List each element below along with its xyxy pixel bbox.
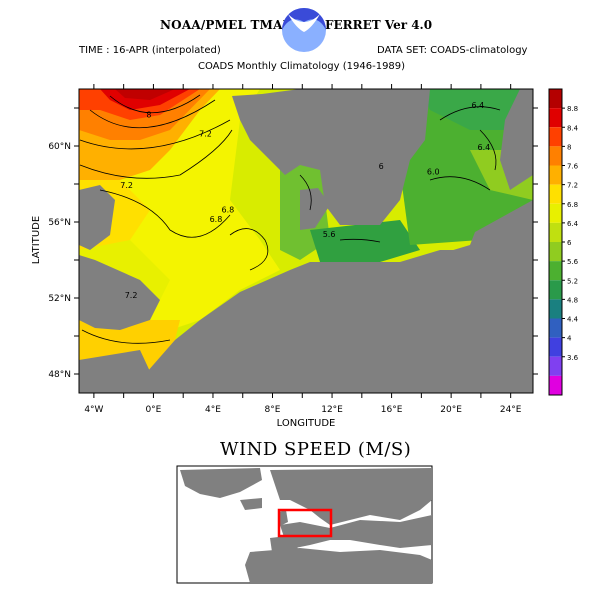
colorbar-label: 4.8 — [567, 296, 578, 304]
map-field — [79, 89, 533, 393]
contour-label: 6.8 — [210, 215, 223, 224]
y-axis: 48°N 52°N 56°N 60°N — [48, 107, 538, 380]
x-tick-label: 8°E — [265, 405, 281, 415]
colorbar-label: 6.4 — [567, 220, 579, 228]
colorbar-swatch — [549, 222, 562, 242]
colorbar-label: 8.4 — [567, 124, 579, 132]
colorbar-swatch — [549, 203, 562, 223]
time-label: TIME : 16-APR (interpolated) — [79, 45, 221, 56]
x-tick-label: 4°W — [84, 405, 103, 415]
x-tick-label: 20°E — [440, 405, 462, 415]
colorbar-swatch — [549, 280, 562, 300]
colorbar-swatch — [549, 89, 562, 109]
x-axis-label: LONGITUDE — [277, 418, 336, 429]
colorbar-swatch — [549, 146, 562, 166]
x-tick-label: 4°E — [205, 405, 221, 415]
chart-subtitle: COADS Monthly Climatology (1946-1989) — [198, 61, 406, 72]
colorbar-label: 6.8 — [567, 201, 578, 209]
contour-labels: 8 7.2 7.2 6.86.8 7.2 5.6 6.4 6 6.0 6.4 — [120, 101, 490, 300]
colorbar-swatch — [549, 242, 562, 262]
colorbar-swatch — [549, 356, 562, 376]
colorbar-swatch — [549, 318, 562, 338]
colorbar-label: 7.6 — [567, 163, 579, 171]
y-tick-label: 52°N — [48, 294, 71, 304]
contour-label: 6.0 — [427, 168, 440, 177]
colorbar-swatch — [549, 127, 562, 147]
x-tick-label: 24°E — [500, 405, 522, 415]
y-tick-label: 56°N — [48, 218, 71, 228]
x-tick-label: 12°E — [321, 405, 343, 415]
colorbar: 8.8 8.4 8 7.6 7.2 6.8 6.4 6 5.6 5.2 4.8 4.4 4 3.6 — [548, 88, 579, 396]
contour-label: 7.2 — [120, 181, 133, 190]
colorbar-label: 7.2 — [567, 182, 578, 190]
colorbar-label: 5.2 — [567, 277, 578, 285]
colorbar-label: 6 — [567, 239, 572, 247]
x-tick-label: 0°E — [145, 405, 161, 415]
contour-label: 6.4 — [472, 101, 485, 110]
dataset-label: DATA SET: COADS-climatology — [377, 45, 528, 56]
contour-label: 6.4 — [478, 143, 491, 152]
wind-speed-title: WIND SPEED (M/S) — [220, 439, 412, 460]
contour-label: 6 — [379, 162, 384, 171]
header-title: NOAA/PMEL TMAP — [160, 18, 292, 32]
colorbar-label: 3.6 — [567, 354, 579, 362]
colorbar-swatch — [549, 184, 562, 204]
y-tick-label: 60°N — [48, 142, 71, 152]
contour-label: 5.6 — [323, 230, 336, 239]
colorbar-label: 8.8 — [567, 105, 578, 113]
land-mask — [79, 89, 533, 393]
x-axis: 4°W 0°E 4°E 8°E 12°E 16°E 20°E 24°E — [84, 84, 522, 415]
colorbar-swatch — [549, 165, 562, 185]
plot-frame — [78, 88, 534, 394]
colorbar-swatch — [549, 375, 562, 395]
colorbar-label: 4.4 — [567, 316, 579, 324]
header-version: FERRET Ver 4.0 — [325, 18, 433, 32]
y-tick-label: 48°N — [48, 370, 71, 380]
colorbar-swatch — [549, 337, 562, 357]
contour-lines — [79, 94, 501, 344]
colorbar-swatch — [549, 299, 562, 319]
colorbar-label: 5.6 — [567, 258, 579, 266]
contour-label: 7.2 — [199, 130, 212, 139]
colorbar-swatch — [549, 261, 562, 281]
y-axis-label: LATITUDE — [31, 216, 42, 264]
contour-label: 8 — [146, 111, 151, 120]
colorbar-label: 8 — [567, 143, 571, 151]
x-tick-label: 16°E — [381, 405, 403, 415]
contour-label: 7.2 — [125, 291, 138, 300]
colorbar-label: 4 — [567, 335, 572, 343]
contour-label: 6.8 — [221, 206, 234, 215]
colorbar-swatch — [549, 108, 562, 128]
